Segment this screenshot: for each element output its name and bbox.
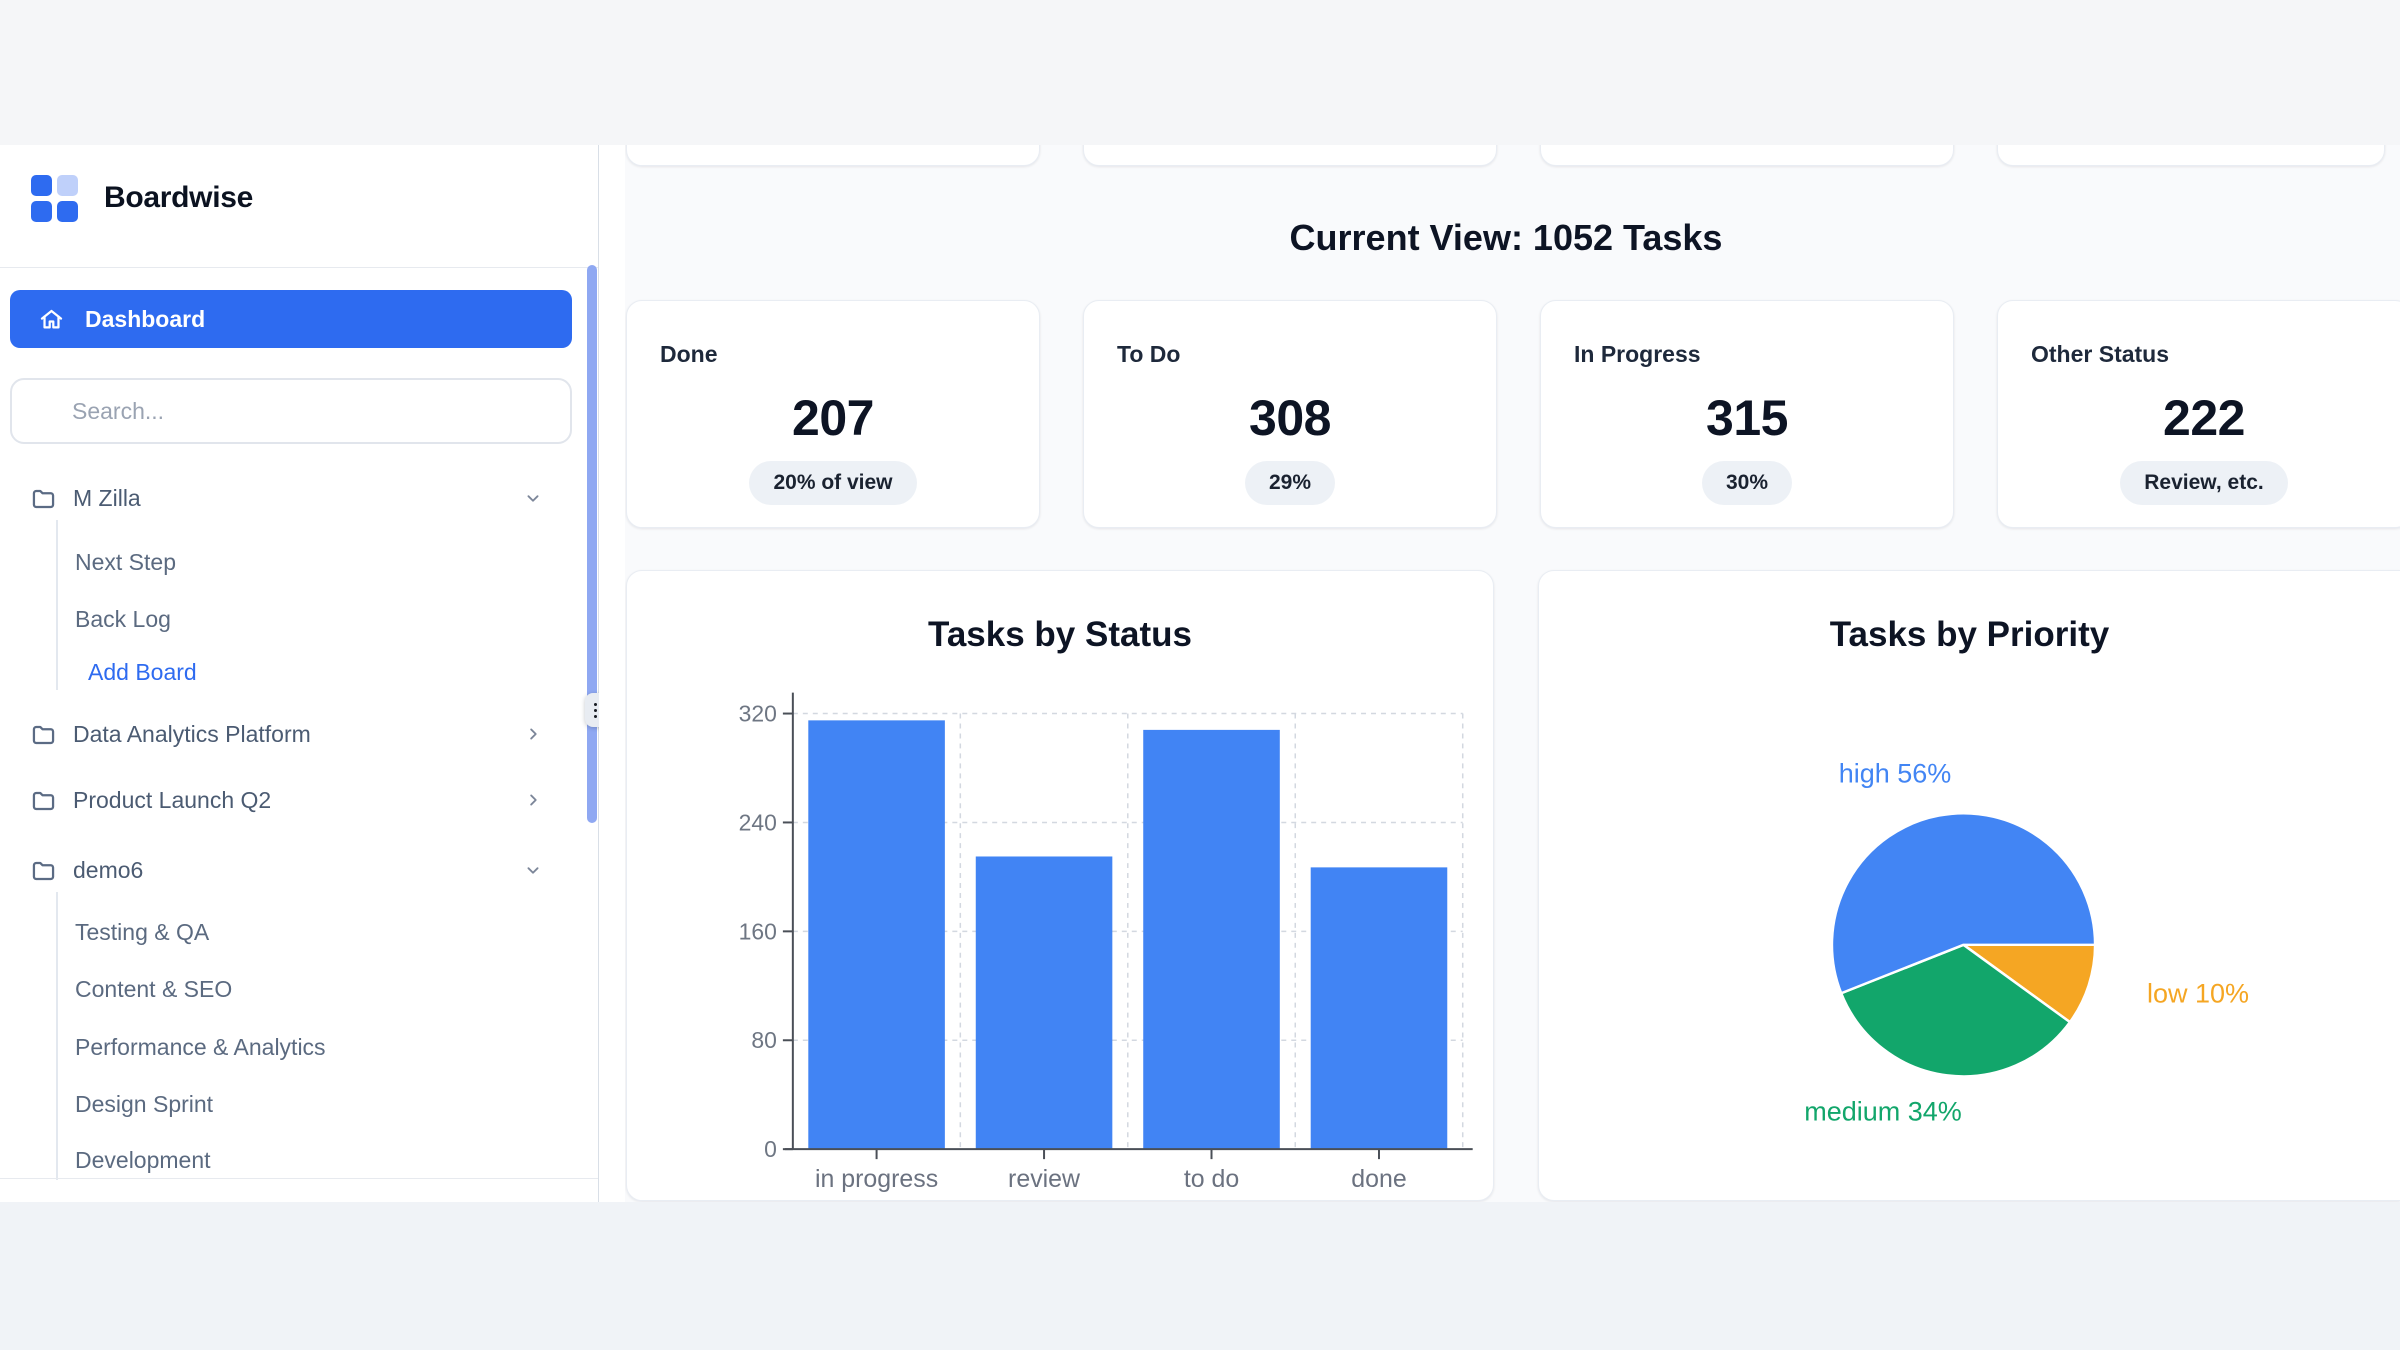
tasks-by-priority-chart-card: Tasks by Priority high 56% low 10% mediu…	[1538, 570, 2400, 1201]
stat-value: 207	[792, 390, 874, 446]
stat-label: To Do	[1117, 341, 1181, 367]
tree-item-label: Design Sprint	[75, 1090, 214, 1117]
brand-header: Boardwise	[31, 173, 253, 223]
sidebar-item-data-analytics-platform[interactable]: Data Analytics Platform	[16, 712, 572, 756]
tree-item-label: Content & SEO	[75, 975, 233, 1002]
sidebar-item-m-zilla[interactable]: M Zilla	[16, 476, 572, 520]
tree-item-label: Development	[75, 1146, 211, 1173]
page-title: Current View: 1052 Tasks	[1289, 217, 1723, 258]
app-window: Boardwise Dashboard M Zilla Next	[0, 145, 2400, 1202]
brand-name: Boardwise	[104, 181, 254, 214]
bar-chart-title: Tasks by Status	[928, 615, 1192, 654]
tasks-by-status-chart-card: Tasks by Status 0 80 160 240 320 in progress r…	[626, 570, 1494, 1201]
svg-text:240: 240	[739, 809, 777, 835]
sidebar-item-back-log[interactable]: Back Log	[16, 597, 572, 641]
tree-item-label: Product Launch Q2	[73, 786, 272, 813]
dashboard-button[interactable]: Dashboard	[10, 290, 572, 348]
bar-chart: 0 80 160 240 320 in progress review to do done	[739, 692, 1473, 1193]
sidebar-item-demo6[interactable]: demo6	[16, 848, 572, 892]
folder-icon	[30, 857, 57, 884]
stat-card-in-progress: In Progress 315 30%	[1540, 300, 1954, 528]
sidebar-item-design-sprint[interactable]: Design Sprint	[16, 1082, 572, 1126]
clipped-card	[1540, 145, 1954, 166]
stat-card-other-status: Other Status 222 Review, etc.	[1997, 300, 2400, 528]
stat-label: Done	[660, 341, 718, 367]
pie-label-low: low 10%	[2146, 978, 2250, 1009]
stat-card-done: Done 207 20% of view	[626, 300, 1040, 528]
stat-badge: 30%	[1701, 461, 1793, 505]
tree-indent-guide	[56, 520, 58, 690]
folder-icon	[30, 721, 57, 748]
stat-value: 308	[1249, 390, 1331, 446]
svg-text:80: 80	[751, 1027, 776, 1053]
stat-card-to-do: To Do 308 29%	[1083, 300, 1497, 528]
pie-label-high: high 56%	[1838, 758, 1952, 789]
chevron-right-icon[interactable]	[522, 723, 544, 745]
sidebar-bottom-divider	[0, 1178, 598, 1179]
sidebar-gutter	[599, 145, 625, 1202]
svg-text:0: 0	[764, 1136, 777, 1162]
svg-text:done: done	[1351, 1165, 1406, 1193]
folder-icon	[30, 485, 57, 512]
sidebar-scrollbar[interactable]	[587, 265, 597, 823]
clipped-card	[1083, 145, 1497, 166]
pie-chart-title: Tasks by Priority	[1829, 615, 2110, 654]
svg-text:160: 160	[739, 918, 777, 944]
sidebar-item-performance-analytics[interactable]: Performance & Analytics	[16, 1025, 572, 1069]
clipped-card	[1997, 145, 2385, 166]
pie-chart	[1830, 811, 2097, 1078]
tree-item-label: Next Step	[75, 548, 176, 575]
tree-item-label: Back Log	[75, 605, 171, 632]
add-board-label: Add Board	[88, 658, 197, 685]
svg-text:in progress: in progress	[815, 1165, 938, 1193]
chevron-right-icon[interactable]	[522, 789, 544, 811]
page-bottom-band	[0, 1202, 2400, 1350]
folder-icon	[30, 787, 57, 814]
search-input[interactable]	[10, 378, 572, 444]
boardwise-logo-icon	[31, 174, 78, 222]
stat-label: In Progress	[1574, 341, 1701, 367]
stat-label: Other Status	[2031, 341, 2170, 367]
tree-item-label: M Zilla	[73, 484, 141, 511]
sidebar-header-divider	[0, 267, 598, 268]
page-top-band	[0, 0, 2400, 145]
stat-value: 315	[1706, 390, 1788, 446]
svg-text:to do: to do	[1184, 1165, 1239, 1193]
sidebar-item-next-step[interactable]: Next Step	[16, 540, 572, 584]
stat-badge: 20% of view	[749, 461, 917, 505]
chevron-down-icon[interactable]	[522, 487, 544, 509]
chevron-down-icon[interactable]	[522, 859, 544, 881]
stat-badge: Review, etc.	[2120, 461, 2288, 505]
svg-text:review: review	[1008, 1165, 1081, 1193]
add-board-button[interactable]: Add Board	[16, 650, 572, 694]
sidebar-item-development[interactable]: Development	[16, 1138, 572, 1182]
dashboard-button-label: Dashboard	[85, 305, 206, 332]
stat-value: 222	[2163, 390, 2245, 446]
tree-item-label: demo6	[73, 856, 144, 883]
tree-indent-guide	[56, 892, 58, 1180]
main-content: Current View: 1052 Tasks Done 207 20% of…	[625, 145, 2400, 1202]
tree-item-label: Performance & Analytics	[75, 1033, 326, 1060]
sidebar-item-testing-qa[interactable]: Testing & QA	[16, 910, 572, 954]
svg-text:320: 320	[739, 701, 777, 727]
home-icon	[38, 306, 65, 333]
sidebar-item-content-seo[interactable]: Content & SEO	[16, 967, 572, 1011]
tree-item-label: Testing & QA	[75, 918, 210, 945]
tree-item-label: Data Analytics Platform	[73, 720, 311, 747]
clipped-card	[626, 145, 1040, 166]
stat-badge: 29%	[1244, 461, 1336, 505]
pie-label-medium: medium 34%	[1804, 1096, 1962, 1127]
sidebar: Boardwise Dashboard M Zilla Next	[0, 145, 599, 1202]
sidebar-item-product-launch-q2[interactable]: Product Launch Q2	[16, 778, 572, 822]
